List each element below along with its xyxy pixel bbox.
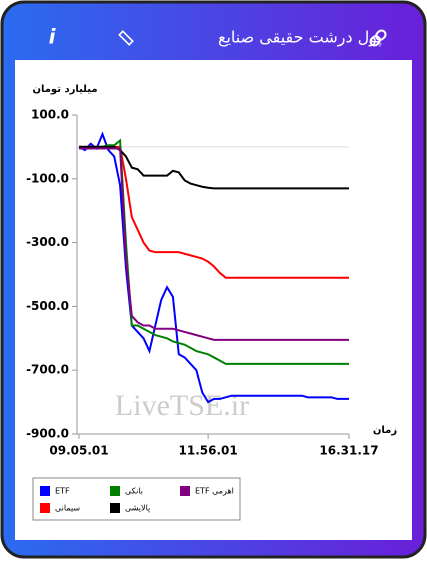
y-tick-label: -900.0 bbox=[26, 427, 69, 441]
legend-swatch bbox=[40, 503, 50, 513]
info-icon[interactable]: i bbox=[49, 25, 57, 49]
x-axis-label: زمان bbox=[373, 425, 397, 436]
y-tick-label: -500.0 bbox=[26, 299, 69, 313]
legend bbox=[32, 477, 241, 521]
x-tick-label: 11.56.01 bbox=[179, 444, 238, 458]
series-line bbox=[79, 147, 349, 341]
legend-label: ETF bbox=[55, 487, 70, 496]
card bbox=[15, 60, 412, 540]
x-tick-label: 16.31.17 bbox=[319, 444, 378, 458]
legend-label: سیمانی bbox=[55, 504, 80, 513]
legend-label: ETF اهرمی bbox=[195, 487, 234, 496]
legend-swatch bbox=[180, 486, 190, 496]
legend-swatch bbox=[110, 486, 120, 496]
link-icon[interactable] bbox=[369, 29, 387, 47]
legend-label: بانکی bbox=[125, 487, 143, 496]
y-tick-label: -300.0 bbox=[26, 235, 69, 249]
series-line bbox=[79, 145, 349, 279]
header-title: پول درشت حقیقی صنایع bbox=[218, 28, 382, 48]
watermark: LiveTSE.ir bbox=[115, 389, 249, 422]
y-tick-label: -700.0 bbox=[26, 363, 69, 377]
y-tick-label: -100.0 bbox=[26, 171, 69, 185]
legend-swatch bbox=[40, 486, 50, 496]
x-tick-label: 09.05.01 bbox=[49, 444, 108, 458]
y-tick-label: 100.0 bbox=[31, 108, 69, 122]
edit-icon[interactable] bbox=[118, 30, 134, 46]
legend-label: پالایشی bbox=[125, 504, 150, 513]
y-axis-label: میلیارد تومان bbox=[32, 84, 97, 95]
series-line bbox=[79, 145, 349, 190]
legend-swatch bbox=[110, 503, 120, 513]
